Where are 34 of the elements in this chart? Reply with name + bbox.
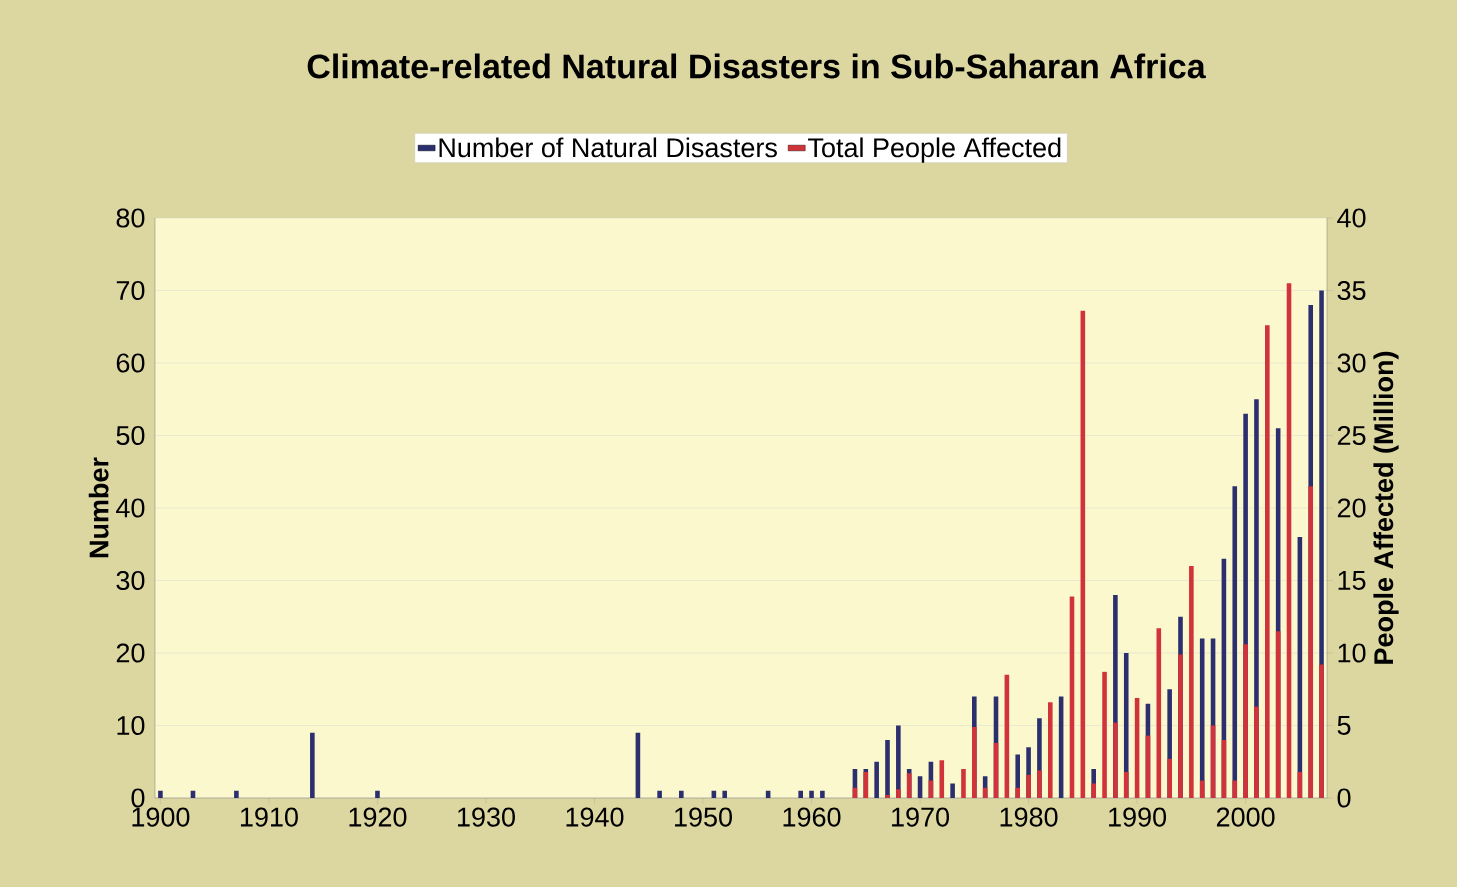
x-tick-label: 1990 xyxy=(1109,807,1167,827)
y2-tick-label: 10 xyxy=(1338,643,1366,663)
x-tick-label: 2000 xyxy=(1216,807,1275,827)
legend-label: Number of Natural Disasters xyxy=(439,137,777,158)
y-tick-label: 10 xyxy=(117,715,145,736)
y2-tick-label: 5 xyxy=(1337,716,1351,735)
y-tick-label: 60 xyxy=(116,353,145,373)
y2-tick-label: 35 xyxy=(1337,280,1366,301)
y2-tick-label: 40 xyxy=(1337,208,1366,228)
chart-title: Climate-related Natural Disasters in Sub-Saharan Africa xyxy=(307,53,1206,79)
y-tick-label: 40 xyxy=(116,498,145,518)
x-tick-label: 1920 xyxy=(349,807,407,827)
y-tick-label: 20 xyxy=(116,643,145,663)
x-tick-label: 1980 xyxy=(1000,807,1058,827)
y2-tick-label: 30 xyxy=(1337,353,1366,373)
x-tick-label: 1910 xyxy=(240,807,298,827)
legend-label: Total People Affected xyxy=(808,137,1061,163)
x-tick-label: 1930 xyxy=(458,807,515,827)
x-tick-label: 1960 xyxy=(783,807,841,827)
x-tick-label: 1900 xyxy=(132,807,190,827)
x-tick-label: 1970 xyxy=(892,807,950,827)
y-tick-label: 50 xyxy=(116,425,145,446)
y-tick-label: 70 xyxy=(116,280,145,301)
y-tick-label: 30 xyxy=(116,570,145,591)
y-tick-label: 0 xyxy=(131,788,145,808)
y2-axis-title: People Affected (Million) xyxy=(1373,351,1399,664)
y2-tick-label: 0 xyxy=(1337,788,1351,808)
y2-tick-label: 25 xyxy=(1337,425,1366,446)
y2-tick-label: 15 xyxy=(1338,571,1366,590)
y-axis-title: Number xyxy=(88,457,109,558)
y2-tick-label: 20 xyxy=(1337,498,1366,518)
x-tick-label: 1950 xyxy=(675,807,732,827)
x-tick-label: 1940 xyxy=(566,807,624,827)
y-tick-label: 80 xyxy=(116,208,145,228)
